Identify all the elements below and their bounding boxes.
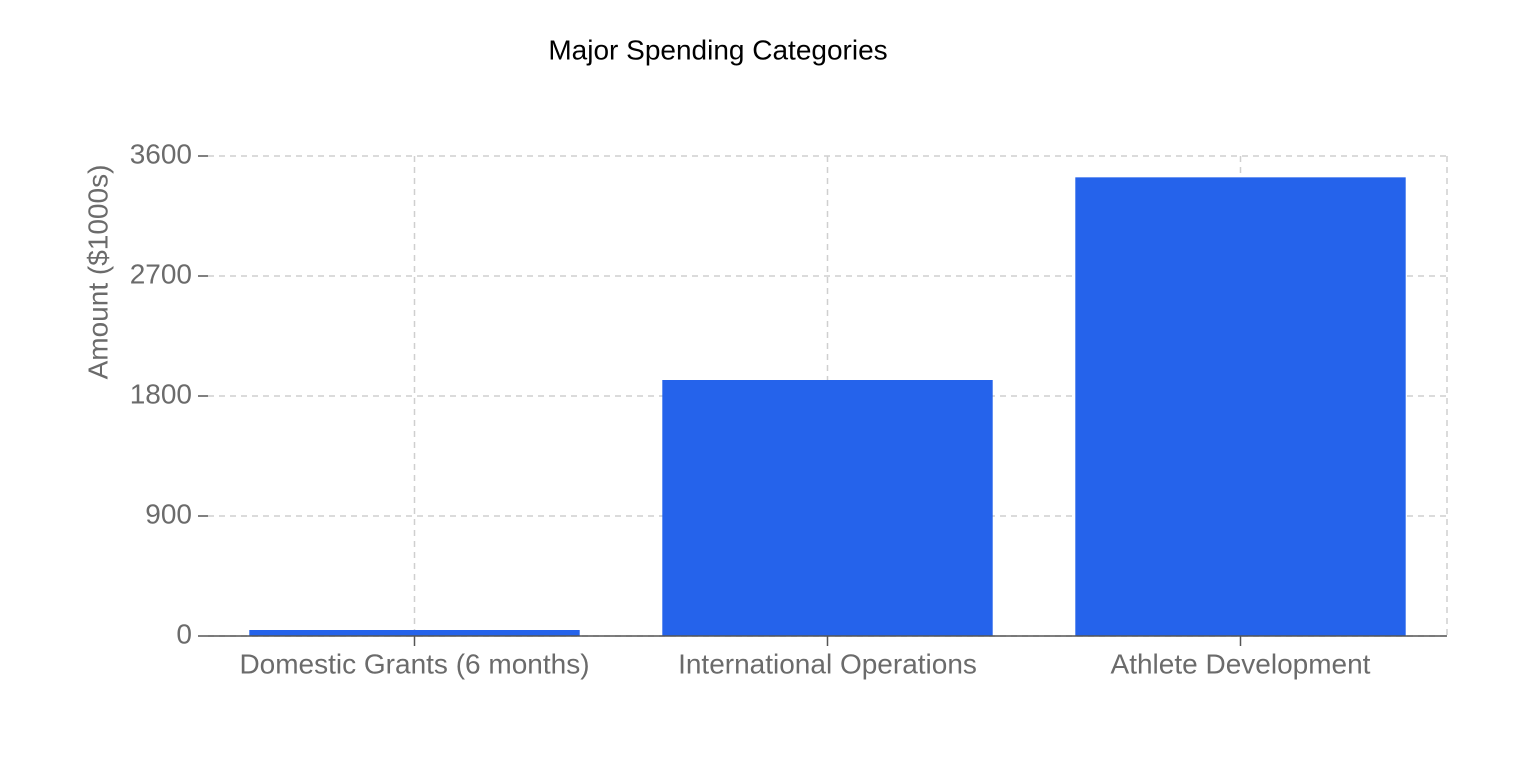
x-tick-label: Athlete Development — [1111, 648, 1371, 679]
y-tick-label: 1800 — [130, 378, 192, 409]
y-tick-label: 3600 — [130, 138, 192, 169]
y-tick-label: 900 — [145, 498, 192, 529]
y-tick-label: 0 — [176, 618, 192, 649]
y-axis-label: Amount ($1000s) — [82, 165, 113, 380]
x-tick-label: International Operations — [678, 648, 977, 679]
chart-title: Major Spending Categories — [548, 34, 887, 65]
bar — [662, 380, 993, 636]
x-tick-label: Domestic Grants (6 months) — [239, 648, 589, 679]
bar — [1075, 177, 1406, 637]
y-tick-label: 2700 — [130, 258, 192, 289]
bar — [249, 630, 580, 636]
